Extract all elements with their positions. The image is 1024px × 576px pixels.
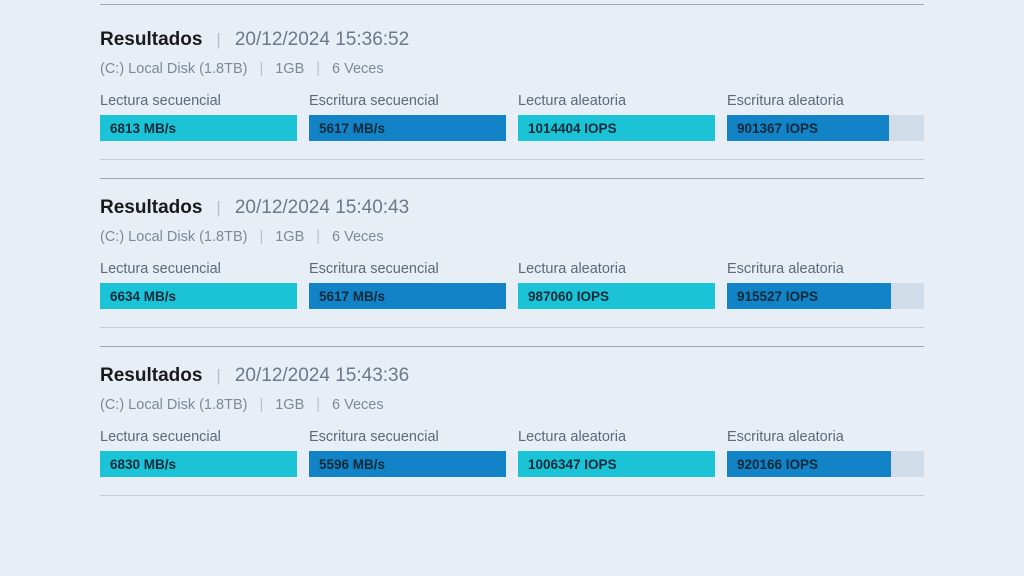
size-label: 1GB bbox=[275, 397, 304, 413]
bar-track: 5617 MB/s bbox=[309, 115, 506, 141]
metric-seq_read: Lectura secuencial 6634 MB/s bbox=[100, 261, 297, 309]
metric-label-seq_read: Lectura secuencial bbox=[100, 261, 297, 277]
metric-rand_read: Lectura aleatoria 1014404 IOPS bbox=[518, 93, 715, 141]
result-header: Resultados | 20/12/2024 15:43:36 bbox=[100, 365, 924, 387]
metric-seq_write: Escritura secuencial 5617 MB/s bbox=[309, 261, 506, 309]
bar-fill-rand_write: 920166 IOPS bbox=[727, 451, 891, 477]
metric-seq_write: Escritura secuencial 5617 MB/s bbox=[309, 93, 506, 141]
metric-seq_write: Escritura secuencial 5596 MB/s bbox=[309, 429, 506, 477]
result-title: Resultados bbox=[100, 29, 202, 51]
result-block: Resultados | 20/12/2024 15:43:36 (C:) Local… bbox=[100, 346, 924, 508]
divider: | bbox=[216, 366, 220, 386]
bar-fill-seq_read: 6830 MB/s bbox=[100, 451, 297, 477]
bar-fill-rand_read: 1006347 IOPS bbox=[518, 451, 715, 477]
metric-label-seq_write: Escritura secuencial bbox=[309, 261, 506, 277]
metric-label-seq_write: Escritura secuencial bbox=[309, 429, 506, 445]
metric-rand_read: Lectura aleatoria 1006347 IOPS bbox=[518, 429, 715, 477]
metric-rand_write: Escritura aleatoria 915527 IOPS bbox=[727, 261, 924, 309]
disk-label: (C:) Local Disk (1.8TB) bbox=[100, 61, 247, 77]
metric-rand_write: Escritura aleatoria 901367 IOPS bbox=[727, 93, 924, 141]
divider: | bbox=[216, 30, 220, 50]
disk-label: (C:) Local Disk (1.8TB) bbox=[100, 229, 247, 245]
disk-label: (C:) Local Disk (1.8TB) bbox=[100, 397, 247, 413]
divider: | bbox=[316, 397, 320, 413]
metrics-row: Lectura secuencial 6813 MB/s Escritura sec… bbox=[100, 93, 924, 141]
runs-label: 6 Veces bbox=[332, 397, 384, 413]
result-block: Resultados | 20/12/2024 15:36:52 (C:) Local… bbox=[100, 4, 924, 172]
result-timestamp: 20/12/2024 15:40:43 bbox=[235, 197, 409, 219]
divider: | bbox=[316, 61, 320, 77]
result-block: Resultados | 20/12/2024 15:40:43 (C:) Local… bbox=[100, 178, 924, 340]
runs-label: 6 Veces bbox=[332, 61, 384, 77]
result-subinfo: (C:) Local Disk (1.8TB) | 1GB | 6 Veces bbox=[100, 229, 924, 245]
result-subinfo: (C:) Local Disk (1.8TB) | 1GB | 6 Veces bbox=[100, 397, 924, 413]
bar-fill-seq_write: 5617 MB/s bbox=[309, 115, 506, 141]
bar-track: 920166 IOPS bbox=[727, 451, 924, 477]
bar-fill-rand_read: 1014404 IOPS bbox=[518, 115, 715, 141]
bar-track: 5617 MB/s bbox=[309, 283, 506, 309]
size-label: 1GB bbox=[275, 61, 304, 77]
divider: | bbox=[259, 229, 263, 245]
divider-line bbox=[100, 495, 924, 496]
bar-track: 1014404 IOPS bbox=[518, 115, 715, 141]
result-header: Resultados | 20/12/2024 15:40:43 bbox=[100, 197, 924, 219]
bar-track: 6830 MB/s bbox=[100, 451, 297, 477]
metric-rand_read: Lectura aleatoria 987060 IOPS bbox=[518, 261, 715, 309]
divider: | bbox=[316, 229, 320, 245]
metrics-row: Lectura secuencial 6634 MB/s Escritura sec… bbox=[100, 261, 924, 309]
metric-label-rand_read: Lectura aleatoria bbox=[518, 93, 715, 109]
result-header: Resultados | 20/12/2024 15:36:52 bbox=[100, 29, 924, 51]
bar-track: 1006347 IOPS bbox=[518, 451, 715, 477]
divider: | bbox=[259, 61, 263, 77]
metric-label-seq_write: Escritura secuencial bbox=[309, 93, 506, 109]
metric-label-rand_read: Lectura aleatoria bbox=[518, 261, 715, 277]
metric-label-seq_read: Lectura secuencial bbox=[100, 429, 297, 445]
runs-label: 6 Veces bbox=[332, 229, 384, 245]
bar-track: 6813 MB/s bbox=[100, 115, 297, 141]
result-title: Resultados bbox=[100, 365, 202, 387]
result-timestamp: 20/12/2024 15:43:36 bbox=[235, 365, 409, 387]
bar-track: 987060 IOPS bbox=[518, 283, 715, 309]
bar-track: 915527 IOPS bbox=[727, 283, 924, 309]
bar-fill-rand_write: 915527 IOPS bbox=[727, 283, 891, 309]
divider-line bbox=[100, 159, 924, 160]
metric-label-rand_read: Lectura aleatoria bbox=[518, 429, 715, 445]
divider: | bbox=[216, 198, 220, 218]
metric-label-rand_write: Escritura aleatoria bbox=[727, 93, 924, 109]
bar-track: 901367 IOPS bbox=[727, 115, 924, 141]
metric-rand_write: Escritura aleatoria 920166 IOPS bbox=[727, 429, 924, 477]
result-subinfo: (C:) Local Disk (1.8TB) | 1GB | 6 Veces bbox=[100, 61, 924, 77]
divider: | bbox=[259, 397, 263, 413]
metric-seq_read: Lectura secuencial 6813 MB/s bbox=[100, 93, 297, 141]
bar-fill-seq_write: 5596 MB/s bbox=[309, 451, 506, 477]
bar-fill-rand_read: 987060 IOPS bbox=[518, 283, 715, 309]
bar-fill-seq_read: 6813 MB/s bbox=[100, 115, 297, 141]
metric-label-rand_write: Escritura aleatoria bbox=[727, 429, 924, 445]
results-list: Resultados | 20/12/2024 15:36:52 (C:) Local… bbox=[100, 0, 924, 508]
divider-line bbox=[100, 327, 924, 328]
bar-track: 5596 MB/s bbox=[309, 451, 506, 477]
metric-label-seq_read: Lectura secuencial bbox=[100, 93, 297, 109]
result-timestamp: 20/12/2024 15:36:52 bbox=[235, 29, 409, 51]
size-label: 1GB bbox=[275, 229, 304, 245]
bar-fill-rand_write: 901367 IOPS bbox=[727, 115, 889, 141]
metric-label-rand_write: Escritura aleatoria bbox=[727, 261, 924, 277]
result-title: Resultados bbox=[100, 197, 202, 219]
bar-fill-seq_write: 5617 MB/s bbox=[309, 283, 506, 309]
bar-track: 6634 MB/s bbox=[100, 283, 297, 309]
metric-seq_read: Lectura secuencial 6830 MB/s bbox=[100, 429, 297, 477]
bar-fill-seq_read: 6634 MB/s bbox=[100, 283, 297, 309]
metrics-row: Lectura secuencial 6830 MB/s Escritura sec… bbox=[100, 429, 924, 477]
